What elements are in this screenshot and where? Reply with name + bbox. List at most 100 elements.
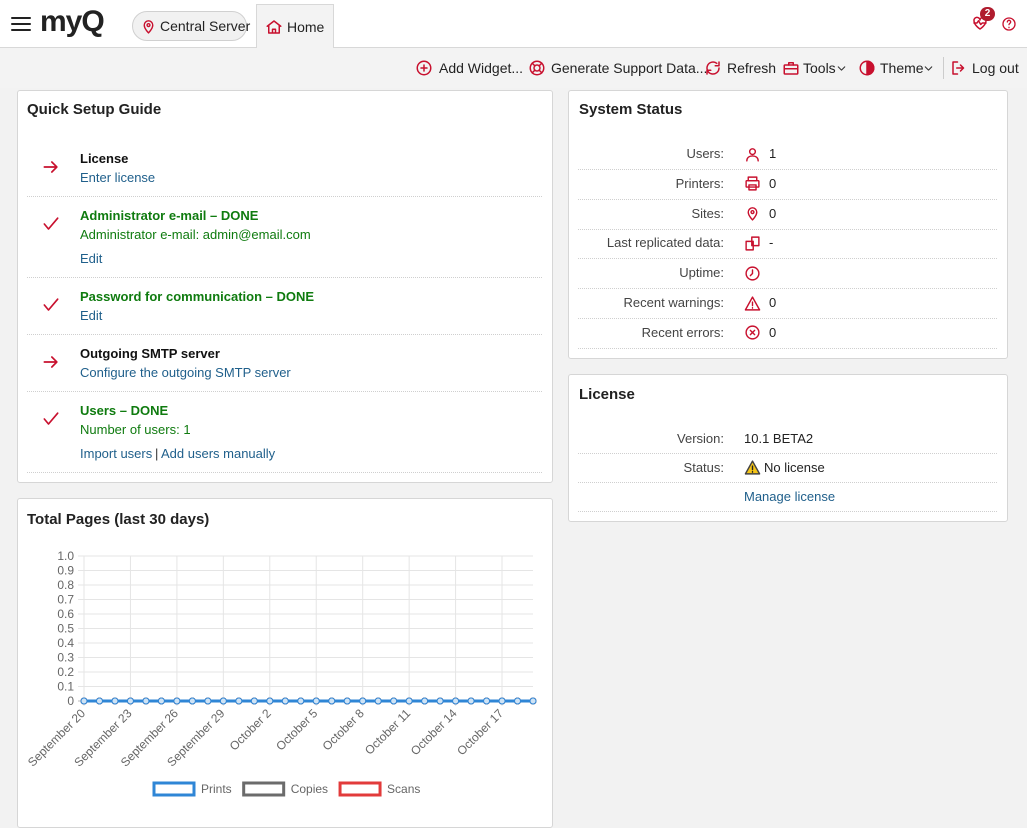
chevron (837, 65, 845, 71)
toolbar-icon-part (706, 61, 720, 75)
separator (27, 277, 542, 278)
status-icon-part (745, 154, 759, 162)
toolbar-icon-part (952, 61, 965, 75)
toolbar-icon[interactable] (704, 59, 722, 77)
status-icon (744, 266, 760, 281)
status-icon-part (749, 329, 755, 336)
chevron (924, 65, 932, 71)
todo-icon (43, 161, 58, 173)
status-label: Last replicated data: (606, 235, 724, 251)
status-label[interactable]: Sites: (691, 205, 724, 221)
status-label[interactable]: Printers: (675, 175, 724, 191)
status-icon-part (749, 268, 753, 277)
home-icon (266, 20, 282, 34)
toolbar-button[interactable]: Tools (803, 60, 836, 76)
chevron-part (837, 65, 845, 71)
done-icon (43, 217, 59, 230)
status-icon-part (744, 266, 760, 281)
toolbar-icon-part (531, 62, 543, 74)
help-icon-part (1006, 19, 1012, 29)
step-link[interactable]: Add users manually (161, 446, 276, 461)
step-title: Password for communication – DONE (80, 289, 315, 304)
status-icon-part (747, 207, 757, 221)
done-icon-part (43, 298, 59, 311)
warning-icon (744, 460, 760, 475)
toolbar-button[interactable]: Refresh (727, 60, 777, 76)
status-icon (744, 176, 760, 191)
location-icon-part (143, 19, 153, 34)
status-icon (744, 236, 760, 251)
done-icon (43, 412, 59, 425)
menu-button[interactable] (9, 12, 33, 36)
location-name: Central Server (160, 18, 251, 34)
toolbar-button[interactable]: Add Widget... (439, 60, 524, 76)
toolbar-icon[interactable] (415, 59, 433, 77)
license-link[interactable]: Manage license (744, 489, 836, 504)
status-label: Recent warnings: (623, 295, 724, 310)
location-icon-part (145, 22, 151, 27)
separator (27, 196, 542, 197)
separator (578, 198, 997, 200)
todo-icon-part (43, 161, 58, 173)
step-text: Administrator e-mail: admin@email.com (80, 227, 311, 242)
home-tab-label[interactable]: Home (287, 19, 325, 35)
menu-button-part (11, 17, 31, 31)
toolbar-icon-part (529, 60, 545, 76)
location-icon (143, 19, 153, 34)
help-icon[interactable] (1001, 16, 1017, 32)
status-icon-part (747, 184, 757, 191)
step-link[interactable]: Configure the outgoing SMTP server (80, 365, 291, 380)
status-icon-part (748, 147, 756, 155)
done-icon (43, 298, 59, 311)
toolbar-divider (943, 57, 944, 79)
separator (578, 228, 997, 230)
step-link[interactable]: Edit (80, 308, 103, 323)
step-link[interactable]: Enter license (80, 170, 156, 185)
toolbar-icon[interactable] (528, 59, 546, 77)
toolbar-icon[interactable] (950, 59, 968, 77)
todo-icon-part (43, 356, 58, 368)
toolbar-button[interactable]: Theme (880, 60, 924, 76)
toolbar-button[interactable]: Log out (972, 60, 1019, 76)
toolbar-icon-part (866, 60, 875, 76)
status-label[interactable]: Users: (686, 146, 724, 161)
step-link[interactable]: Import users (80, 446, 153, 461)
license-panel (568, 374, 1008, 522)
chart-panel (17, 498, 553, 828)
chart-title: Total Pages (last 30 days) (27, 511, 210, 528)
chevron-part (924, 65, 932, 71)
license-label: Version: (677, 431, 724, 446)
health-icon-part (973, 16, 987, 30)
status-value: 0 (769, 205, 777, 221)
status-icon (744, 325, 760, 340)
toolbar-icon[interactable] (858, 59, 876, 77)
location-pill[interactable] (132, 11, 247, 41)
status-icon (747, 207, 757, 221)
health-icon[interactable] (971, 14, 989, 32)
status-value: 0 (769, 175, 777, 191)
home-tab[interactable] (256, 4, 334, 48)
separator (578, 453, 997, 454)
status-label: Uptime: (679, 265, 724, 281)
notification-count: 2 (984, 8, 991, 19)
separator (578, 481, 997, 483)
status-icon (744, 295, 760, 311)
separator (578, 511, 997, 512)
step-title: Outgoing SMTP server (80, 346, 220, 361)
separator (27, 334, 542, 335)
toolbar-icon[interactable] (782, 59, 800, 77)
license-value: 10.1 BETA2 (744, 431, 814, 446)
system-status-panel (568, 90, 1008, 359)
toolbar-button[interactable]: Generate Support Data... (551, 60, 708, 76)
step-title: Users – DONE (80, 403, 169, 418)
panel-title: License (579, 386, 635, 403)
done-icon-part (43, 412, 59, 425)
separator (578, 169, 997, 170)
step-link[interactable]: Edit (80, 251, 103, 266)
toolbar (0, 48, 1027, 88)
quick-setup-panel (17, 90, 553, 483)
toolbar-icon-part (420, 64, 428, 72)
panel-title: System Status (579, 101, 683, 118)
toolbar-icon-part (783, 62, 799, 70)
toolbar-icon-part (416, 60, 432, 76)
